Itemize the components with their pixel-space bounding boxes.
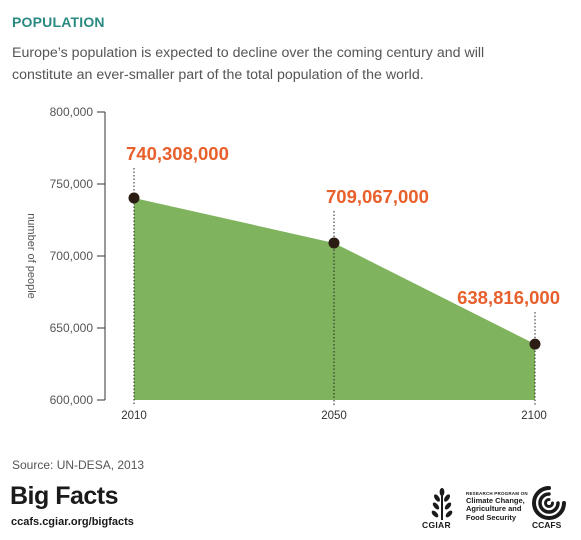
data-point [328,237,340,249]
x-tick-label: 2050 [321,410,347,422]
y-axis-label: number of people [25,213,37,299]
data-point [529,338,541,350]
x-tick-label: 2100 [521,410,547,422]
program-name: RESEARCH PROGRAM ON Climate Change, Agri… [466,491,536,522]
cgiar-label: CGIAR [422,520,451,530]
program-line: Food Security [466,512,517,522]
cgiar-wheat-icon [431,488,453,520]
ccafs-spiral-icon [532,486,566,520]
big-facts-logo: Big Facts [10,482,119,510]
program-line: Climate Change, [466,496,525,505]
program-small-caption: RESEARCH PROGRAM ON [466,491,528,496]
ccafs-label: CCAFS [532,520,562,530]
data-label: 709,067,000 [326,186,429,207]
big-facts-url[interactable]: ccafs.cgiar.org/bigfacts [11,516,134,528]
y-tick-label: 800,000 [50,105,94,119]
data-label: 740,308,000 [126,143,229,164]
chart-title: POPULATION [12,14,105,30]
x-tick-label: 2010 [121,410,147,422]
population-area-chart: 600,000 650,000 700,000 750,000 800,000 740,… [25,105,560,422]
data-point [128,192,140,204]
y-tick-label: 650,000 [50,321,94,335]
chart-subtitle: Europe’s population is expected to decli… [12,45,485,83]
y-tick-label: 700,000 [50,249,94,263]
source-note: Source: UN-DESA, 2013 [12,458,145,472]
data-label: 638,816,000 [457,287,560,308]
program-line: Agriculture and [466,504,522,514]
y-tick-label: 600,000 [50,393,94,407]
y-tick-label: 750,000 [50,177,94,191]
